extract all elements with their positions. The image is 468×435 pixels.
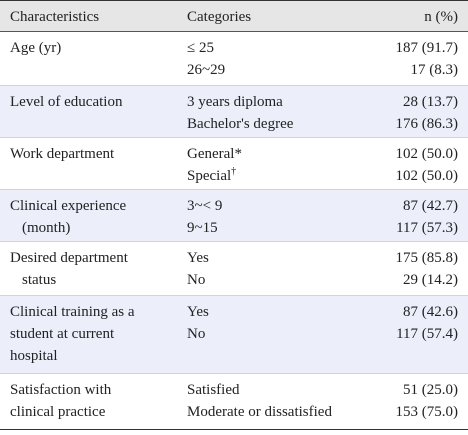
header-cell: Categories [187, 9, 252, 25]
n-line: 51 (25.0) [403, 382, 458, 398]
category-line: Bachelor's degree [187, 113, 377, 135]
n-line: 87 (42.7) [403, 198, 458, 214]
characteristic-line: student at current [10, 326, 115, 342]
category-text: General* [187, 146, 242, 162]
category-cell: 3 years diploma Bachelor's degree [187, 91, 377, 135]
category-text: No [187, 326, 206, 342]
category-text: 3 years diploma [187, 94, 283, 110]
table-row: Work department General* Special† 102 (50.0… [0, 138, 468, 190]
characteristic-line: hospital [10, 348, 58, 364]
category-cell: General* Special† [187, 143, 377, 187]
category-cell: Satisfied Moderate or dissatisfied [187, 379, 377, 423]
characteristic-cell: Age (yr) [10, 37, 180, 59]
n-line: 17 (8.3) [410, 62, 459, 78]
category-line: Moderate or dissatisfied [187, 401, 377, 423]
table-row: Level of education 3 years diploma Bachelo… [0, 86, 468, 138]
characteristic-cell: Satisfaction with clinical practice [10, 379, 180, 423]
n-line: 117 (57.4) [396, 326, 458, 342]
n-line: 117 (57.3) [396, 220, 458, 236]
category-line: No [187, 269, 377, 291]
n-cell: 87 (42.6) 117 (57.4) [396, 301, 458, 345]
n-cell: 51 (25.0) 153 (75.0) [396, 379, 459, 423]
footnote-mark: † [231, 166, 237, 177]
category-text: Satisfied [187, 382, 240, 398]
n-line: 187 (91.7) [395, 40, 459, 56]
n-line: 29 (14.2) [403, 272, 458, 288]
category-line: 9~15 [187, 217, 377, 239]
characteristic-line: Clinical training as a [10, 304, 135, 320]
category-line: Satisfied [187, 379, 377, 401]
n-line: 102 (50.0) [395, 146, 459, 162]
header-cell: n (%) [424, 9, 458, 25]
table-row: Age (yr) ≤ 25 26~29 187 (91.7) 17 (8.3) [0, 32, 468, 86]
category-text: Yes [187, 304, 209, 320]
characteristic-cell: Clinical training as a student at current… [10, 301, 180, 367]
category-text: 3~< 9 [187, 198, 223, 214]
category-line: Yes [187, 247, 377, 269]
category-text: 26~29 [187, 62, 226, 78]
characteristic-line: Age (yr) [10, 40, 62, 56]
characteristic-line: Satisfaction with [10, 382, 112, 398]
category-text: Special [187, 168, 232, 184]
n-cell: 28 (13.7) 176 (86.3) [396, 91, 459, 135]
characteristic-line: status [22, 272, 57, 288]
category-cell: 3~< 9 9~15 [187, 195, 377, 239]
category-line: Special† [187, 165, 377, 187]
characteristic-line: Work department [10, 146, 115, 162]
characteristic-cell: Level of education [10, 91, 180, 113]
category-line: General* [187, 143, 377, 165]
n-line: 102 (50.0) [395, 168, 459, 184]
category-text: Yes [187, 250, 209, 266]
characteristic-cell: Desired department status [10, 247, 180, 291]
n-line: 28 (13.7) [403, 94, 458, 110]
n-line: 87 (42.6) [403, 304, 458, 320]
category-line: ≤ 25 [187, 37, 377, 59]
characteristic-line: (month) [22, 220, 71, 236]
characteristic-line: clinical practice [10, 404, 106, 420]
characteristic-line: Clinical experience [10, 198, 127, 214]
table-row: Clinical experience (month) 3~< 9 9~15 87 (4… [0, 190, 468, 242]
category-text: 9~15 [187, 220, 218, 236]
header-cell: Characteristics [10, 9, 100, 25]
category-cell: Yes No [187, 301, 377, 345]
category-cell: Yes No [187, 247, 377, 291]
category-line: Yes [187, 301, 377, 323]
characteristic-cell: Clinical experience (month) [10, 195, 180, 239]
category-text: Bachelor's degree [187, 116, 294, 132]
category-line: No [187, 323, 377, 345]
n-cell: 87 (42.7) 117 (57.3) [396, 195, 458, 239]
n-line: 176 (86.3) [395, 116, 459, 132]
table-row: Satisfaction with clinical practice Satisf… [0, 374, 468, 430]
n-cell: 187 (91.7) 17 (8.3) [396, 37, 459, 81]
n-cell: 102 (50.0) 102 (50.0) [396, 143, 459, 187]
category-line: 26~29 [187, 59, 377, 81]
n-cell: 175 (85.8) 29 (14.2) [396, 247, 459, 291]
category-text: ≤ 25 [187, 40, 214, 56]
category-text: No [187, 272, 206, 288]
n-line: 153 (75.0) [395, 404, 459, 420]
characteristic-line: Desired department [10, 250, 128, 266]
category-cell: ≤ 25 26~29 [187, 37, 377, 81]
characteristic-line: Level of education [10, 94, 123, 110]
category-line: 3~< 9 [187, 195, 377, 217]
n-line: 175 (85.8) [395, 250, 459, 266]
characteristic-cell: Work department [10, 143, 180, 165]
category-text: Moderate or dissatisfied [187, 404, 332, 420]
table-row: Clinical training as a student at current… [0, 296, 468, 374]
category-line: 3 years diploma [187, 91, 377, 113]
header-row: Characteristics Categories n (%) [0, 0, 468, 32]
table-row: Desired department status Yes No 175 (85.8) 2… [0, 242, 468, 296]
